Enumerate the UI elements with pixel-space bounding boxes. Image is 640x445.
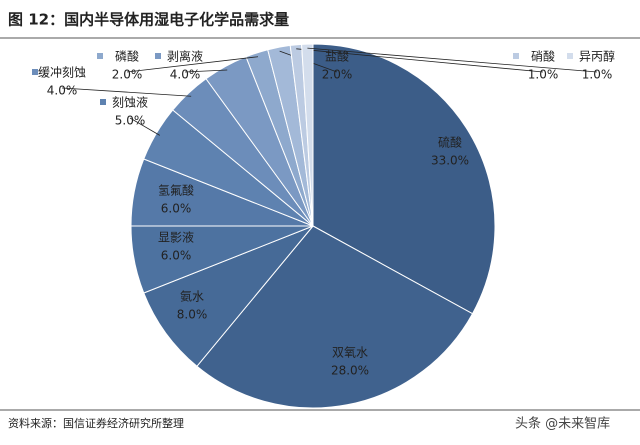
leader-line bbox=[184, 69, 228, 73]
chart-title: 图 12：国内半导体用湿电子化学品需求量 bbox=[8, 11, 289, 29]
slice-value: 5.0% bbox=[115, 114, 146, 128]
slice-category: 硫酸 bbox=[438, 135, 462, 150]
slice-category: 氨水 bbox=[180, 290, 204, 304]
slice-value: 6.0% bbox=[161, 202, 192, 216]
slice-value: 1.0% bbox=[582, 68, 613, 82]
legend-swatch bbox=[567, 53, 573, 59]
pie-slice bbox=[196, 225, 474, 409]
slice-category: 双氧水 bbox=[332, 346, 368, 360]
pie-slice bbox=[312, 43, 496, 315]
slice-value: 2.0% bbox=[112, 68, 143, 82]
slice-value: 28.0% bbox=[331, 364, 369, 378]
slice-category: 缓冲刻蚀 bbox=[38, 65, 86, 80]
legend-swatch bbox=[100, 99, 106, 105]
slice-category: 剥离液 bbox=[167, 49, 203, 64]
slice-value: 4.0% bbox=[170, 68, 201, 82]
legend-swatch bbox=[513, 53, 519, 59]
slice-value: 6.0% bbox=[161, 249, 192, 263]
slice-category: 磷酸 bbox=[115, 49, 139, 64]
pie-slice bbox=[301, 43, 314, 227]
slice-value: 2.0% bbox=[322, 68, 353, 82]
slice-category: 刻蚀液 bbox=[112, 95, 148, 110]
legend-swatch bbox=[155, 53, 161, 59]
source: 资料来源：国信证券经济研究所整理 bbox=[8, 416, 184, 430]
slice-value: 4.0% bbox=[47, 84, 78, 98]
watermark: 头条 @未来智库 bbox=[515, 416, 610, 432]
leader-line bbox=[61, 87, 192, 97]
pie-slice bbox=[143, 225, 314, 367]
slice-category: 异丙醇 bbox=[579, 49, 615, 64]
leader-line bbox=[296, 48, 544, 73]
slice-value: 8.0% bbox=[177, 308, 208, 322]
legend-swatch bbox=[32, 69, 38, 75]
slice-value: 1.0% bbox=[528, 68, 559, 82]
slice-category: 硝酸 bbox=[531, 49, 555, 64]
slice-value: 33.0% bbox=[431, 154, 469, 168]
legend-swatch bbox=[97, 53, 103, 59]
leader-line bbox=[126, 56, 259, 73]
slice-category: 显影液 bbox=[158, 230, 194, 245]
leader-line bbox=[129, 117, 160, 136]
leader-line bbox=[307, 47, 598, 73]
slice-category: 氢氟酸 bbox=[158, 183, 194, 198]
